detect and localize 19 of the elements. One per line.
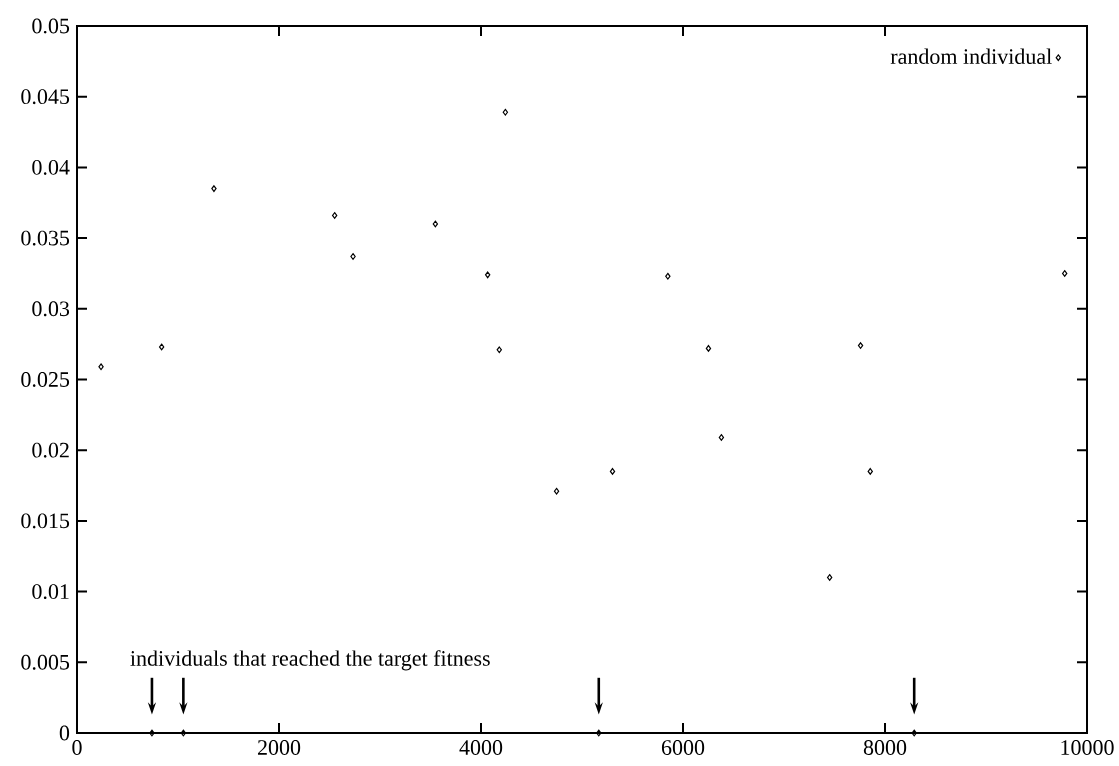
y-tick-label: 0.015 bbox=[21, 513, 70, 529]
y-tick-label: 0.01 bbox=[32, 584, 69, 600]
x-tick-label: 4000 bbox=[459, 740, 503, 755]
y-tick-label: 0.035 bbox=[21, 230, 70, 246]
x-tick-label: 8000 bbox=[863, 740, 907, 755]
y-tick-label: 0.025 bbox=[21, 372, 70, 387]
y-tick-label: 0.005 bbox=[21, 654, 70, 670]
y-tick-label: 0.03 bbox=[32, 301, 70, 317]
y-tick-label: 0.045 bbox=[21, 89, 70, 105]
x-tick-label: 2000 bbox=[257, 740, 301, 755]
y-tick-label: 0 bbox=[59, 725, 70, 741]
x-tick-label: 6000 bbox=[661, 740, 705, 755]
y-tick-label: 0.04 bbox=[32, 159, 70, 175]
annotation: individuals that reached the target fitness bbox=[130, 650, 490, 671]
y-tick-label: 0.02 bbox=[32, 442, 69, 458]
legend-label: random individual bbox=[890, 48, 1052, 65]
x-tick-label: 10000 bbox=[1061, 740, 1114, 755]
x-tick-label: 0 bbox=[72, 740, 82, 755]
y-tick-label: 0.05 bbox=[32, 18, 70, 34]
